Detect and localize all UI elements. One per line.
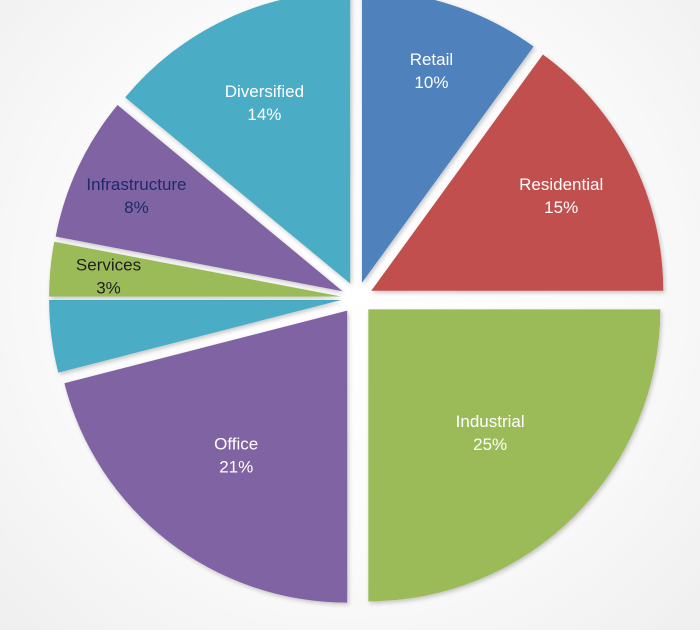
slice-value-label-infrastructure: 8%	[124, 198, 149, 217]
slice-label-industrial: Industrial	[456, 412, 525, 431]
pie-slice-diversified-7	[125, 0, 351, 284]
pie-slice-retail-0	[361, 0, 534, 283]
pie-slice-infrastructure-6	[55, 105, 343, 292]
pie-slice-office-3	[64, 310, 348, 603]
slice-label-office: Office	[214, 435, 258, 454]
slice-value-label-residential: 15%	[544, 198, 578, 217]
slice-value-label-services: 3%	[96, 279, 121, 298]
slice-value-label-diversified: 14%	[247, 105, 281, 124]
pie-slice-industrial-2	[368, 309, 661, 602]
slice-label-retail: Retail	[410, 50, 453, 69]
labels-layer: Retail 10% Residential 15% Industrial 25% Offi…	[76, 50, 603, 477]
pie-slice-services-5	[49, 241, 342, 297]
slice-value-label-retail: 10%	[414, 73, 448, 92]
pie-slice-unlabeled-4	[49, 300, 342, 373]
slice-label-residential: Residential	[519, 175, 603, 194]
slices-layer	[49, 0, 664, 603]
slice-label-services: Services	[76, 256, 141, 275]
slice-label-infrastructure: Infrastructure	[86, 175, 186, 194]
slice-value-label-office: 21%	[219, 458, 253, 477]
pie-slice-residential-1	[371, 54, 664, 291]
slice-label-diversified: Diversified	[225, 82, 304, 101]
slice-value-label-industrial: 25%	[473, 435, 507, 454]
